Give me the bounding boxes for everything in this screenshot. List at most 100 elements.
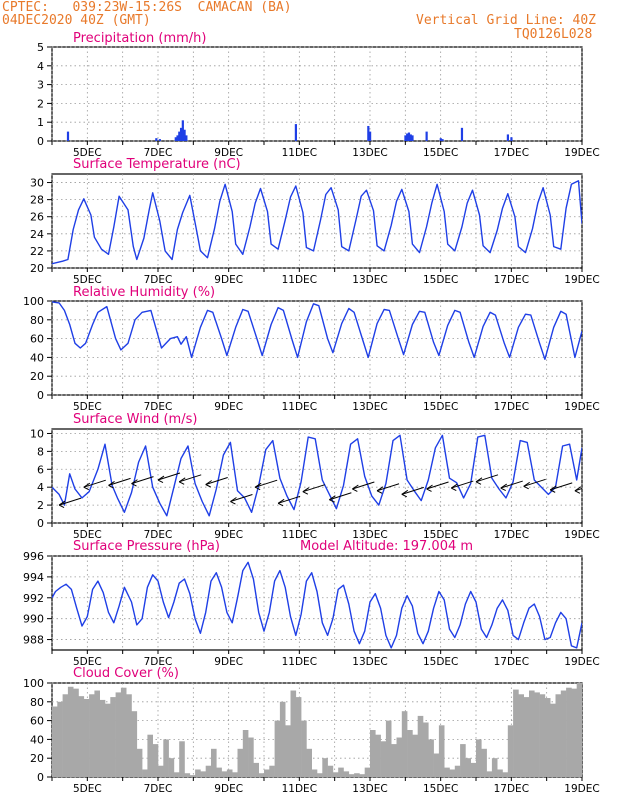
rh-xtick-label: 5DEC — [73, 401, 102, 413]
precip-bar — [155, 138, 158, 141]
cloud-area-bar — [364, 767, 371, 777]
rh-data — [52, 301, 582, 360]
cloud-area-bar — [62, 694, 69, 777]
rh-xtick-label: 13DEC — [352, 401, 387, 413]
cloud-area-bar — [152, 744, 159, 777]
cloud-area-bar — [470, 762, 477, 777]
wind-arrow-shaft — [401, 486, 424, 495]
wind-wind-arrow — [523, 478, 546, 490]
wind-arrow-head — [83, 486, 90, 491]
cloud-area-bar — [370, 730, 376, 777]
cloud-area-bar — [168, 758, 175, 777]
cloud-area-bar — [248, 737, 254, 777]
cloud-area-bar — [73, 688, 79, 777]
rh-xtick-label: 17DEC — [494, 401, 529, 413]
wind-wind-arrow — [549, 482, 573, 493]
wind-arrow-head — [426, 484, 433, 490]
cloud-area-bar — [417, 715, 424, 777]
precip-bar — [411, 135, 414, 141]
pressure-xtick-label: 11DEC — [282, 656, 317, 668]
rh-xtick-label: 11DEC — [282, 401, 317, 413]
wind-xtick-label: 19DEC — [564, 529, 599, 541]
precip-ytick-label: 2 — [37, 97, 44, 110]
precip-bar — [510, 137, 513, 141]
cloud-area-bar — [497, 769, 503, 777]
wind-arrow-shaft — [302, 484, 326, 493]
cloud-area-bar — [327, 765, 334, 777]
precip-title: Precipitation (mm/h) — [73, 31, 206, 46]
wind-wind-arrow — [131, 476, 154, 487]
temp-xtick-label: 13DEC — [352, 274, 387, 286]
cloud-area-bar — [78, 696, 85, 777]
cloud-area-bar — [317, 773, 323, 777]
precip-ytick-label: 1 — [37, 116, 44, 129]
cloud-area-bar — [179, 741, 185, 777]
cloud-area-bar — [226, 769, 233, 777]
cloud-ytick-label: 100 — [23, 677, 44, 690]
wind-ytick-label: 2 — [37, 499, 44, 512]
pressure-ytick-label: 990 — [23, 613, 44, 626]
cloud-xtick-label: 7DEC — [144, 783, 173, 795]
wind-arrow-head — [329, 499, 335, 503]
wind-arrow-head — [178, 481, 185, 485]
pressure-subtitle: Model Altitude: 197.004 m — [300, 539, 473, 554]
wind-arrow-head — [500, 487, 506, 492]
wind-arrow-head — [302, 487, 310, 493]
wind-arrow-shaft — [574, 487, 582, 492]
cloud-area-bar — [94, 690, 100, 777]
wind-arrow-head — [58, 504, 65, 509]
wind-wind-arrow — [329, 492, 352, 503]
wind-arrow-shaft — [352, 481, 375, 490]
precip-bar — [439, 138, 442, 141]
cloud-area-bar — [428, 739, 434, 777]
wind-arrow-shaft — [426, 481, 449, 490]
wind-arrow-head — [574, 490, 581, 494]
wind-arrow-head — [108, 484, 114, 489]
wind-ytick-label: 8 — [37, 445, 44, 458]
cloud-area-bar — [237, 748, 244, 777]
precip-bar — [174, 137, 177, 141]
cloud-area-bar — [301, 720, 307, 777]
cloud-area-bar — [311, 769, 318, 777]
wind-arrow-shaft — [157, 472, 181, 481]
cloud-area-bar — [481, 748, 487, 777]
pressure-xtick-label: 9DEC — [214, 656, 243, 668]
wind-wind-arrow — [58, 497, 82, 509]
temp-xtick-label: 19DEC — [564, 274, 599, 286]
pressure-ytick-label: 994 — [23, 571, 44, 584]
cloud-area-bar — [518, 694, 524, 777]
wind-arrow-head — [376, 486, 384, 492]
cloud-ytick-label: 0 — [37, 771, 44, 784]
precip-bar — [406, 133, 409, 141]
temp-data — [52, 180, 582, 265]
wind-wind-arrow — [230, 494, 253, 505]
wind-arrow-head — [549, 485, 557, 491]
wind-arrow-head — [157, 479, 164, 483]
wind-arrow-head — [574, 486, 582, 492]
cloud-area-bar — [576, 683, 582, 777]
cloud-area-bar — [401, 711, 408, 777]
wind-arrow-head — [450, 483, 458, 489]
temp-ytick-label: 28 — [30, 194, 44, 207]
cloud-area-bar — [57, 701, 63, 777]
cloud-area-bar — [264, 769, 270, 777]
wind-wind-arrow — [205, 477, 228, 488]
cloud-area-bar — [221, 771, 228, 777]
wind-arrow-head — [58, 500, 66, 506]
cloud-area-bar — [131, 711, 138, 777]
rh-xtick-label: 19DEC — [564, 401, 599, 413]
rh-series-line — [52, 301, 582, 360]
temp-ytick-label: 26 — [30, 211, 44, 224]
temp-xtick-label: 5DEC — [73, 274, 102, 286]
wind-series-line — [52, 434, 582, 517]
wind-arrow-shaft — [277, 495, 301, 504]
cloud-area-bar — [396, 737, 403, 777]
cloud-area-bar — [126, 694, 132, 777]
cloud-area-bar — [491, 758, 498, 777]
wind-arrow-shaft — [376, 483, 400, 492]
cloud-area-bar — [534, 692, 540, 777]
cloud-area-bar — [205, 765, 212, 777]
wind-arrow-shaft — [205, 477, 228, 485]
cloud-area-bar — [571, 688, 577, 777]
cloud-area-bar — [375, 734, 381, 777]
